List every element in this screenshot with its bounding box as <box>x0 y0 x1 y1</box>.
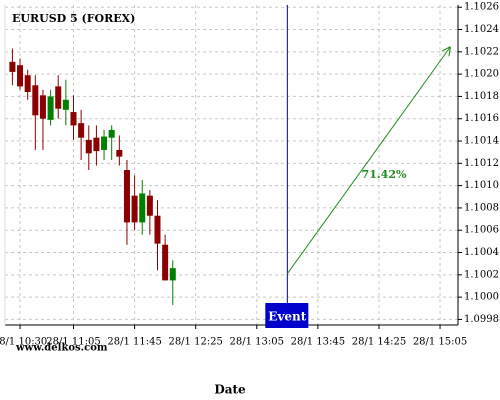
x-tick-label: 28/1 12:25 <box>168 337 222 348</box>
event-label: Event <box>268 310 306 324</box>
projection-label: 71.42% <box>362 168 407 181</box>
candle-body <box>47 96 54 120</box>
candle-body <box>162 244 169 281</box>
y-tick-label: 1.1022 <box>464 46 499 57</box>
y-tick-label: 1.1000 <box>464 292 499 303</box>
y-tick-label: 1.1010 <box>464 180 499 191</box>
candle-body <box>24 75 31 92</box>
candle-body <box>101 136 108 150</box>
candle-body <box>78 123 85 138</box>
x-tick-label: 28/1 11:05 <box>46 337 100 348</box>
candle-body <box>32 85 39 116</box>
candle-body <box>123 170 130 223</box>
x-tick-label: 28/1 15:05 <box>413 337 467 348</box>
y-tick-label: 1.1008 <box>464 202 499 213</box>
y-tick-label: 1.1018 <box>464 91 499 102</box>
y-tick-label: 1.1024 <box>464 24 499 35</box>
y-tick-label: 1.1020 <box>464 69 499 80</box>
x-tick-label: 28/1 13:45 <box>291 337 345 348</box>
y-tick-label: 1.1016 <box>464 113 499 124</box>
candle-body <box>108 129 115 138</box>
candle-body <box>116 149 123 157</box>
y-tick-label: 1.1004 <box>464 247 499 258</box>
y-tick-label: 1.1002 <box>464 269 499 280</box>
y-tick-label: 1.0998 <box>464 314 499 325</box>
candle-body <box>62 99 69 110</box>
candle-body <box>154 215 161 244</box>
candle-body <box>9 61 16 72</box>
candle-body <box>93 137 100 152</box>
candle-body <box>139 193 146 223</box>
candle-body <box>17 65 24 87</box>
y-tick-label: 1.1012 <box>464 158 499 169</box>
x-tick-label: 28/1 14:25 <box>352 337 406 348</box>
projection-arrow <box>286 47 450 275</box>
candle-body <box>169 268 176 281</box>
candle-body <box>131 195 138 223</box>
x-tick-label: 28/1 11:45 <box>107 337 161 348</box>
event-box <box>265 303 309 328</box>
watermark: www.delkos.com <box>15 343 108 354</box>
y-tick-label: 1.1026 <box>464 2 499 13</box>
x-axis-label: Date <box>214 383 246 397</box>
candle-body <box>146 195 153 216</box>
candle-body <box>70 112 77 126</box>
candle-body <box>55 86 62 109</box>
candle-body <box>85 139 92 154</box>
x-tick-label: 28/1 10:30 <box>0 337 47 348</box>
x-tick-label: 28/1 13:05 <box>230 337 284 348</box>
y-tick-label: 1.1014 <box>464 136 499 147</box>
y-tick-label: 1.1006 <box>464 225 499 236</box>
candle-body <box>39 95 46 119</box>
